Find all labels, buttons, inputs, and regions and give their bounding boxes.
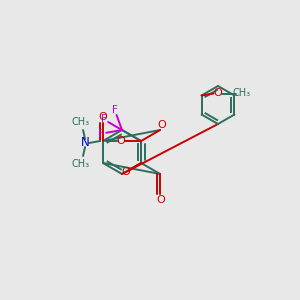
Text: O: O [213,88,222,98]
Text: F: F [98,129,104,139]
Text: CH₃: CH₃ [72,159,90,169]
Text: O: O [99,112,107,122]
Text: O: O [158,120,167,130]
Text: CH₃: CH₃ [72,117,90,127]
Text: O: O [117,136,125,146]
Text: CH₃: CH₃ [232,88,250,98]
Text: F: F [101,115,107,124]
Text: O: O [157,195,166,205]
Text: N: N [81,136,89,149]
Text: F: F [112,105,118,115]
Text: O: O [121,167,130,177]
